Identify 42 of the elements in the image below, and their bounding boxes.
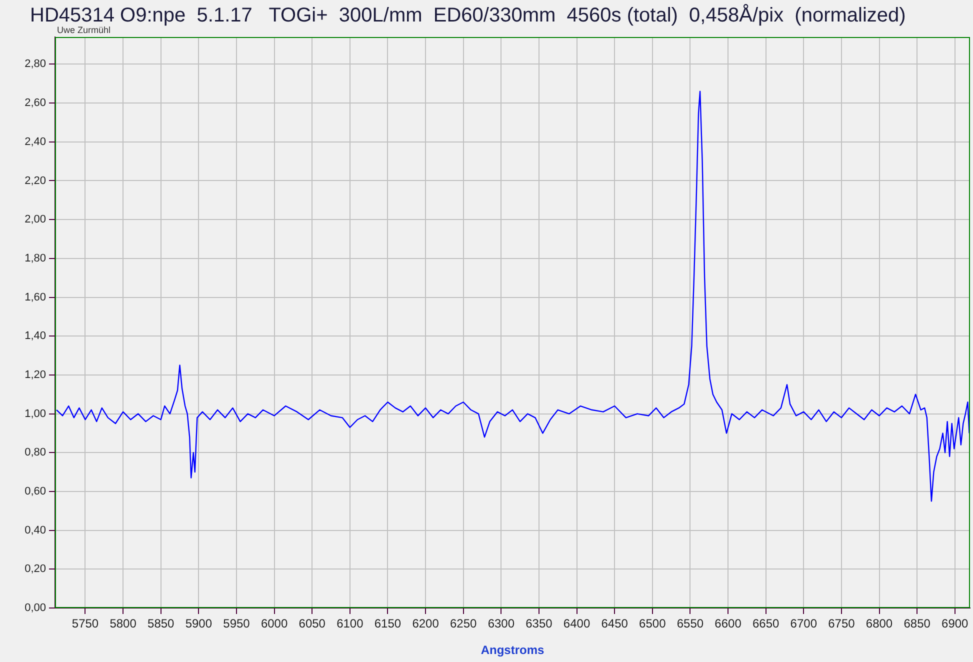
x-tick-label: 6400 xyxy=(563,616,590,631)
y-tick-label: 0,20 xyxy=(24,563,46,576)
x-tick-label: 6550 xyxy=(676,616,704,631)
y-tick-label: 2,20 xyxy=(24,174,46,187)
x-tick-label: 6000 xyxy=(260,616,288,631)
x-tick-label: 6900 xyxy=(942,616,969,631)
x-tick-label: 5750 xyxy=(72,616,99,631)
y-tick-label: 0,40 xyxy=(24,524,46,536)
x-tick-label: 6650 xyxy=(752,616,780,631)
x-tick-label: 6750 xyxy=(828,616,856,631)
x-tick-label: 6450 xyxy=(601,616,628,631)
x-tick-label: 6850 xyxy=(904,616,931,631)
x-tick-label: 6250 xyxy=(450,616,478,631)
x-tick-label: 6600 xyxy=(714,616,742,631)
y-tick-label: 1,20 xyxy=(24,368,46,381)
chart-title: HD45314 O9:npe 5.1.17 TOGi+ 300L/mm ED60/330mm 4560s (total) 0,458Å/pix (normalized) xyxy=(30,4,906,27)
y-tick-label: 1,80 xyxy=(24,252,46,264)
x-tick-label: 5850 xyxy=(148,616,175,631)
y-tick-label: 1,60 xyxy=(24,291,46,304)
x-tick-label: 6050 xyxy=(298,616,326,631)
x-tick-label: 6800 xyxy=(866,616,893,631)
x-tick-label: 6150 xyxy=(374,616,402,631)
x-tick-label: 5900 xyxy=(185,616,212,631)
y-tick-label: 2,00 xyxy=(24,214,46,226)
x-tick-label: 6350 xyxy=(526,616,553,631)
y-tick-label: 1,00 xyxy=(24,408,46,420)
x-tick-label: 5800 xyxy=(110,616,137,631)
x-tick-label: 6500 xyxy=(639,616,666,631)
y-tick-label: 0,80 xyxy=(24,446,46,459)
y-tick-label: 0,60 xyxy=(24,486,46,498)
y-tick-label: 2,80 xyxy=(24,58,46,70)
x-tick-label: 6200 xyxy=(412,616,440,631)
x-tick-label: 5950 xyxy=(223,616,250,631)
x-tick-label: 6700 xyxy=(790,616,818,631)
x-axis-title: Angstroms xyxy=(480,643,544,658)
x-tick-label: 6300 xyxy=(488,616,515,631)
text: Uwe Zurmühl xyxy=(57,24,111,35)
y-tick-label: 2,40 xyxy=(24,136,46,148)
y-tick-label: 0,00 xyxy=(24,602,46,614)
y-tick-label: 1,40 xyxy=(24,330,46,342)
y-tick-label: 2,60 xyxy=(24,97,46,110)
x-tick-label: 6100 xyxy=(336,616,364,631)
